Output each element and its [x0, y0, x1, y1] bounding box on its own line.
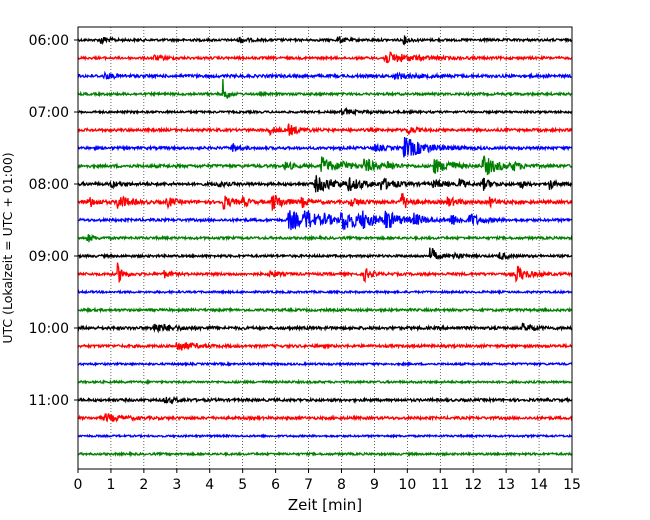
x-tick-label: 5: [238, 477, 247, 493]
x-tick-label: 6: [271, 477, 280, 493]
y-tick-label: 11:00: [29, 393, 69, 409]
trace-1000: [77, 322, 573, 334]
trace-0815: [77, 193, 573, 211]
trace-0900: [77, 247, 573, 261]
x-tick-label: 10: [398, 477, 416, 493]
y-tick-label: 09:00: [29, 249, 69, 265]
trace-0700: [77, 106, 573, 117]
x-tick-label: 11: [431, 477, 449, 493]
trace-1030: [77, 360, 573, 368]
trace-1130: [77, 432, 573, 439]
trace-1100: [77, 395, 573, 405]
y-tick-label: 10:00: [29, 321, 69, 337]
trace-0915: [77, 262, 573, 284]
trace-0600: [77, 35, 573, 46]
x-axis-label: Zeit [min]: [288, 496, 362, 514]
x-tick-label: 4: [205, 477, 214, 493]
x-tick-label: 0: [74, 477, 83, 493]
trace-0800: [77, 175, 573, 193]
y-axis: 06:00 07:00 08:00 09:00 10:00 11:00: [29, 33, 78, 409]
seismic-traces: [77, 35, 573, 458]
trace-1015: [77, 341, 573, 351]
trace-1145: [77, 450, 573, 458]
trace-1115: [77, 412, 573, 423]
trace-0845: [77, 233, 573, 243]
y-tick-label: 06:00: [29, 33, 69, 49]
y-tick-label: 07:00: [29, 105, 69, 121]
trace-1045: [77, 378, 573, 386]
trace-0745: [77, 155, 573, 176]
trace-0645: [77, 79, 573, 99]
x-tick-label: 15: [563, 477, 581, 493]
trace-0615: [77, 51, 573, 64]
plot-frame: [77, 26, 573, 470]
trace-0830: [77, 210, 573, 231]
trace-0730: [77, 137, 573, 158]
trace-0715: [77, 123, 573, 137]
x-tick-label: 9: [370, 477, 379, 493]
trace-0930: [77, 288, 573, 296]
x-tick-label: 7: [304, 477, 313, 493]
trace-0630: [77, 70, 573, 81]
x-axis: 0 1 2 3 4 5 6 7 8 9 10 11 12 13 14 15: [74, 469, 581, 493]
x-tick-label: 13: [497, 477, 515, 493]
x-tick-label: 12: [464, 477, 482, 493]
x-tick-label: 1: [106, 477, 115, 493]
trace-0945: [77, 306, 573, 314]
x-tick-label: 8: [337, 477, 346, 493]
x-tick-label: 2: [139, 477, 148, 493]
y-tick-label: 08:00: [29, 177, 69, 193]
x-tick-label: 14: [530, 477, 548, 493]
x-tick-label: 3: [172, 477, 181, 493]
y-axis-label: UTC (Lokalzeit = UTC + 01:00): [0, 152, 15, 343]
